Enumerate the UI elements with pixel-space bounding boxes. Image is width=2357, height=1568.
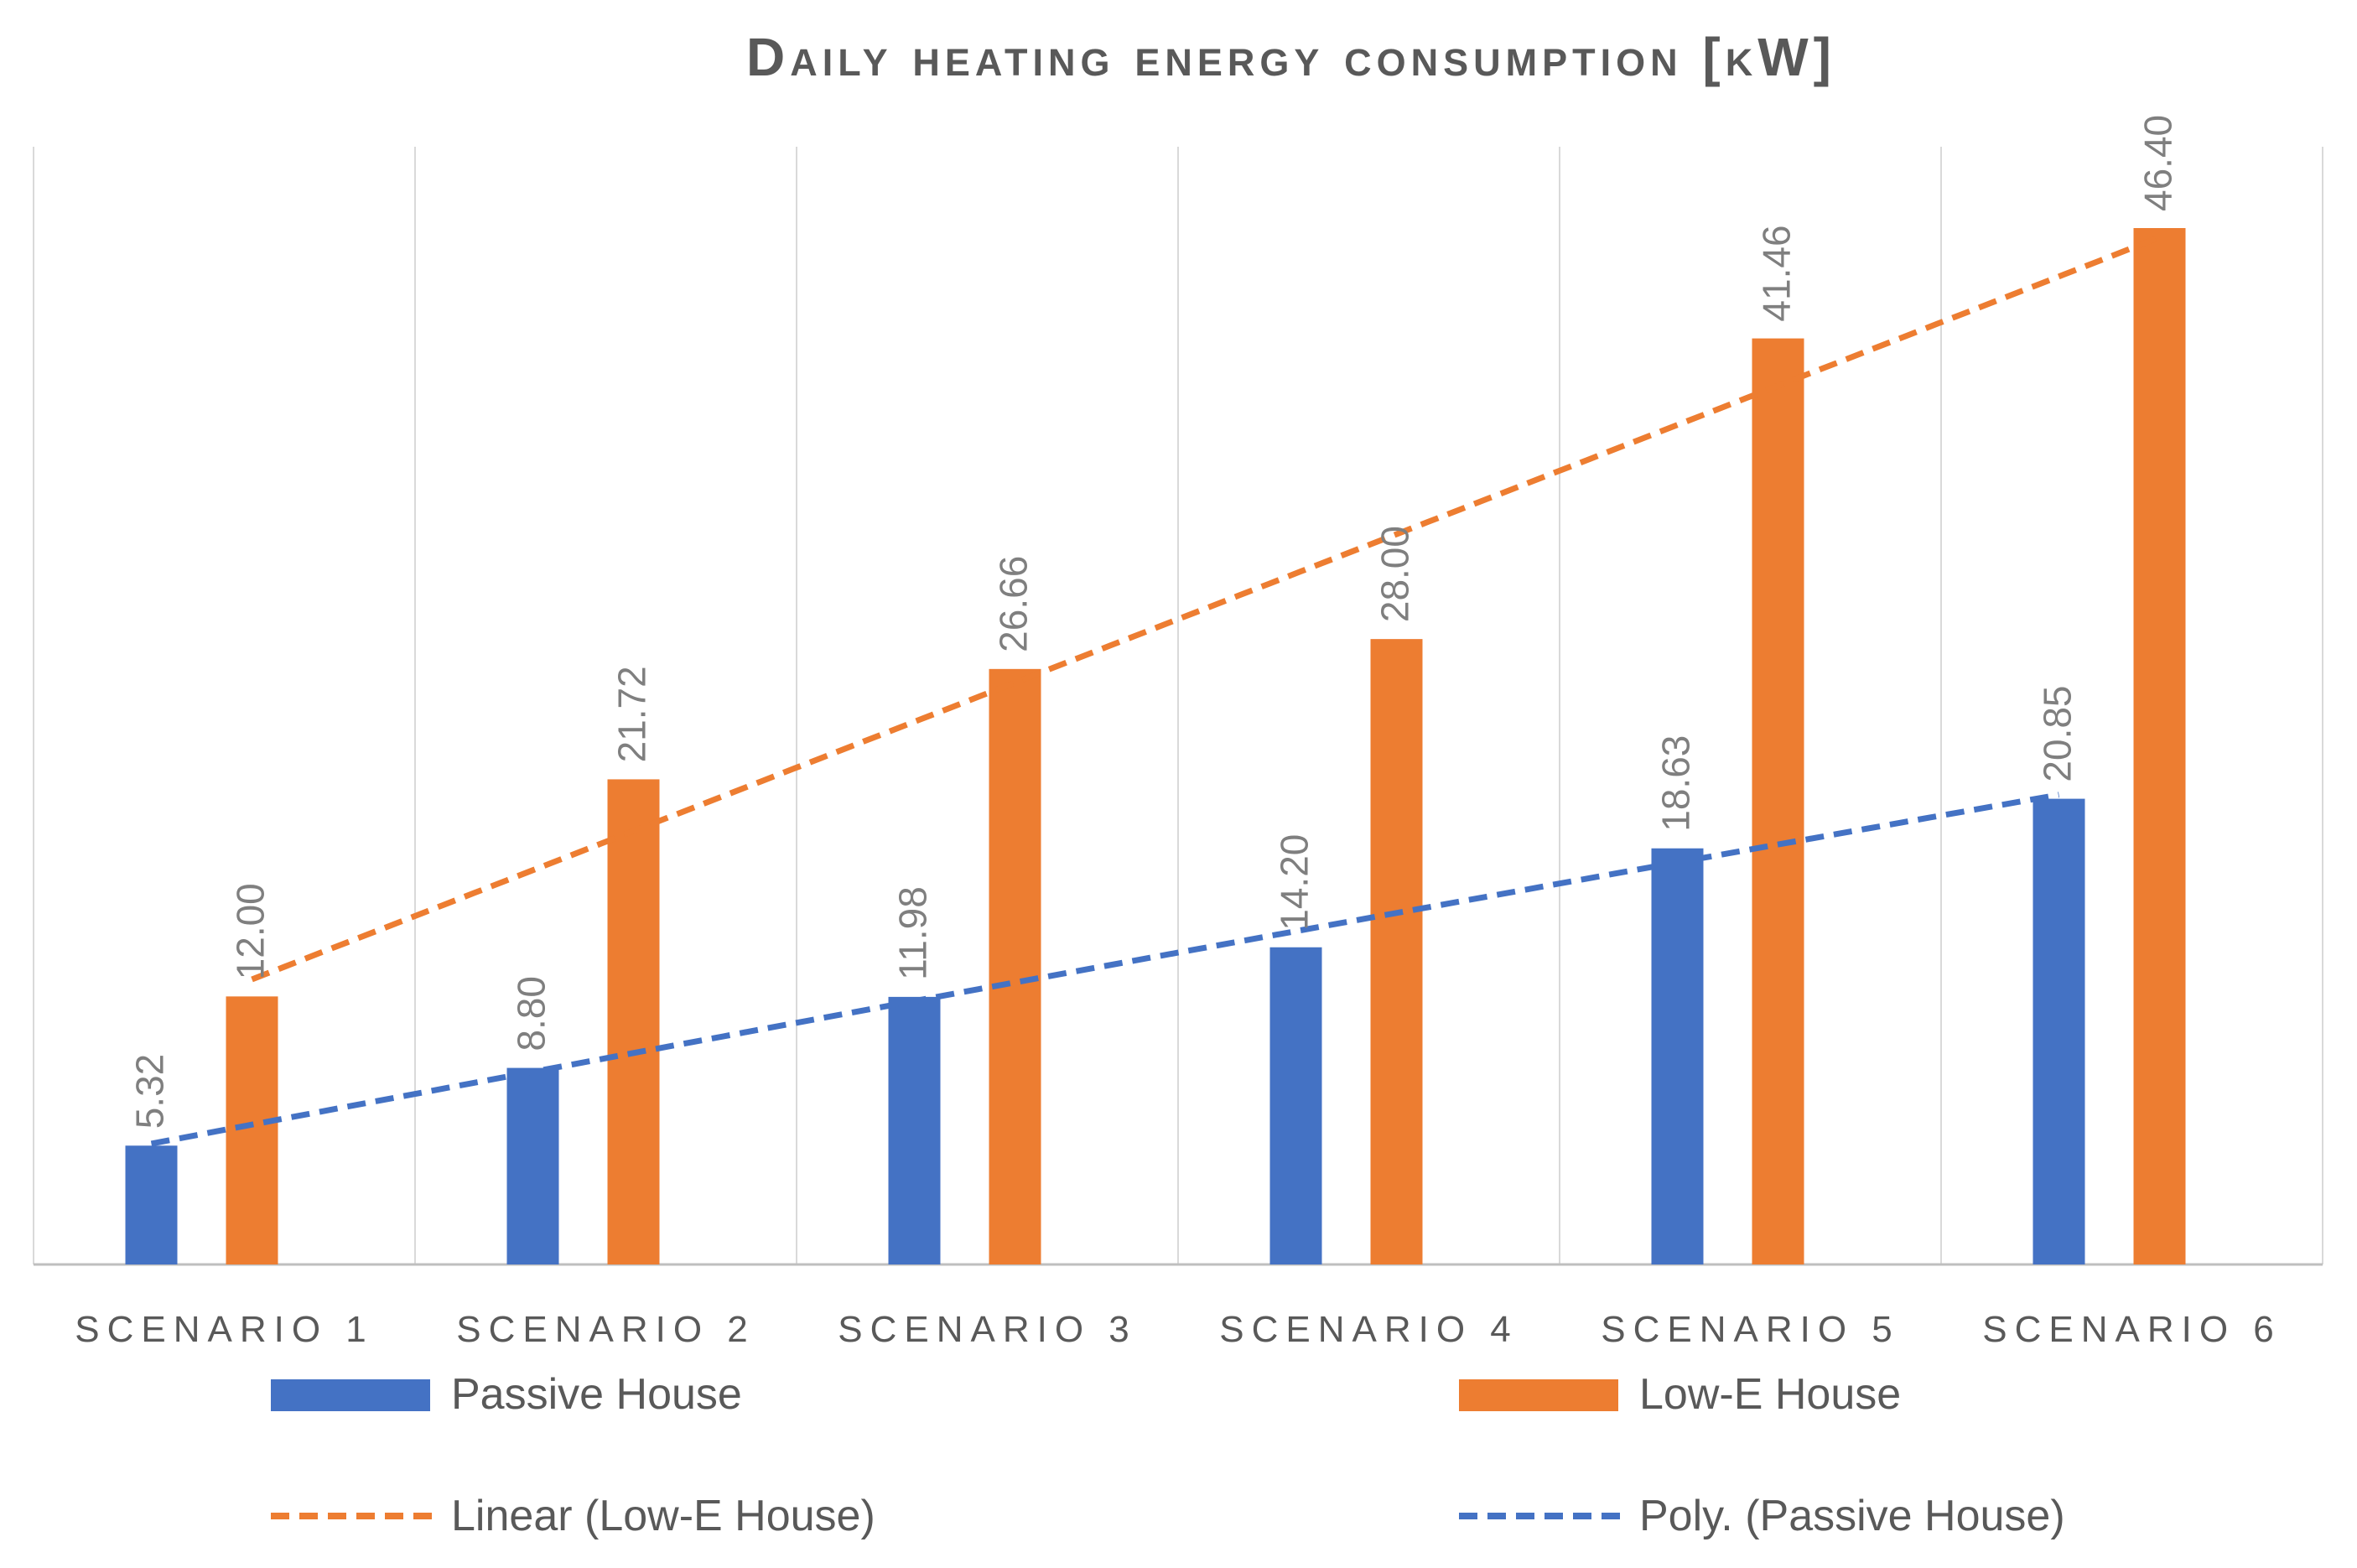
category-label-5: SCENARIO 5 bbox=[1601, 1309, 1900, 1350]
bar-low-e-house-2 bbox=[607, 779, 660, 1264]
bar-low-e-house-4 bbox=[1370, 639, 1423, 1264]
data-label-passive-house-3: 11.98 bbox=[891, 886, 935, 980]
bar-passive-house-2 bbox=[506, 1067, 559, 1264]
data-label-passive-house-6: 20.85 bbox=[2036, 685, 2079, 781]
data-label-low-e-house-4: 28.00 bbox=[1373, 526, 1417, 622]
bar-passive-house-6 bbox=[2033, 798, 2085, 1264]
data-label-passive-house-4: 14.20 bbox=[1273, 834, 1316, 931]
data-label-low-e-house-5: 41.46 bbox=[1755, 225, 1799, 321]
bar-passive-house-1 bbox=[125, 1145, 178, 1264]
legend: Passive House Low-E House Linear (Low-E Ho… bbox=[271, 1370, 2065, 1540]
data-label-low-e-house-3: 26.66 bbox=[992, 556, 1036, 652]
bar-low-e-house-1 bbox=[226, 996, 278, 1264]
category-label-6: SCENARIO 6 bbox=[1982, 1309, 2282, 1350]
bar-passive-house-4 bbox=[1269, 947, 1322, 1264]
data-label-passive-house-2: 8.80 bbox=[510, 976, 553, 1051]
category-label-2: SCENARIO 2 bbox=[456, 1309, 755, 1350]
bar-low-e-house-5 bbox=[1752, 338, 1804, 1265]
category-label-1: SCENARIO 1 bbox=[75, 1309, 374, 1350]
category-label-3: SCENARIO 3 bbox=[838, 1309, 1137, 1350]
data-label-passive-house-1: 5.32 bbox=[128, 1054, 172, 1129]
bar-passive-house-3 bbox=[888, 996, 941, 1264]
grid-layer bbox=[33, 147, 2323, 1266]
data-label-low-e-house-2: 21.72 bbox=[610, 666, 654, 762]
legend-label-4: Poly. (Passive House) bbox=[1639, 1492, 2065, 1540]
category-label-4: SCENARIO 4 bbox=[1219, 1309, 1519, 1350]
bar-low-e-house-3 bbox=[989, 668, 1041, 1264]
chart-title: Daily heating energy consumption [kW] bbox=[746, 27, 1836, 87]
data-label-low-e-house-1: 12.00 bbox=[229, 883, 273, 979]
data-label-low-e-house-6: 46.40 bbox=[2136, 115, 2180, 211]
data-label-passive-house-5: 18.63 bbox=[1654, 735, 1698, 832]
trendlines-layer bbox=[150, 234, 2161, 1147]
legend-swatch-1 bbox=[271, 1379, 430, 1411]
data-labels-layer: 5.32 8.80 11.98 14.20 18.63 20.85 12.00 21.72 26… bbox=[128, 115, 2180, 1129]
legend-label-3: Linear (Low-E House) bbox=[451, 1492, 875, 1540]
category-axis-labels: SCENARIO 1 SCENARIO 2 SCENARIO 3 SCENARIO 4… bbox=[75, 1309, 2282, 1350]
legend-label-1: Passive House bbox=[451, 1370, 742, 1419]
legend-label-2: Low-E House bbox=[1639, 1370, 1901, 1419]
legend-swatch-2 bbox=[1459, 1379, 1618, 1411]
bar-low-e-house-6 bbox=[2133, 228, 2186, 1264]
trendline-linear-low-e-house bbox=[251, 234, 2161, 983]
trendline-polynomial-passive-house bbox=[150, 792, 2060, 1147]
bars-layer bbox=[125, 228, 2186, 1265]
bar-passive-house-5 bbox=[1651, 848, 1704, 1264]
